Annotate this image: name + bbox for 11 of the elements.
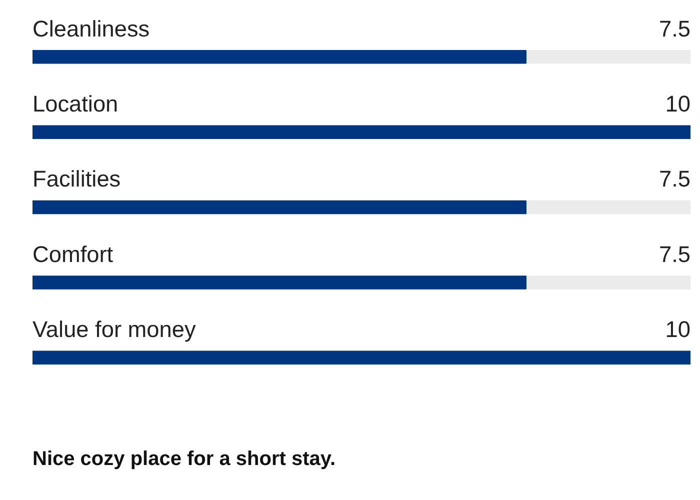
y-tick-label: Cleanliness: [32, 15, 150, 42]
text: Nice cozy place for a short stay.: [32, 448, 336, 470]
y-tick-label: Comfort: [32, 240, 114, 267]
data-label: 7.5: [659, 15, 691, 42]
y-tick-label: Location: [32, 90, 118, 117]
y-tick-label: Value for money: [32, 316, 196, 342]
data-label: 10: [665, 316, 690, 342]
data-label: 10: [665, 90, 690, 117]
y-tick-label: Facilities: [32, 166, 121, 192]
data-label: 7.5: [659, 240, 691, 267]
data-label: 7.5: [659, 166, 691, 192]
